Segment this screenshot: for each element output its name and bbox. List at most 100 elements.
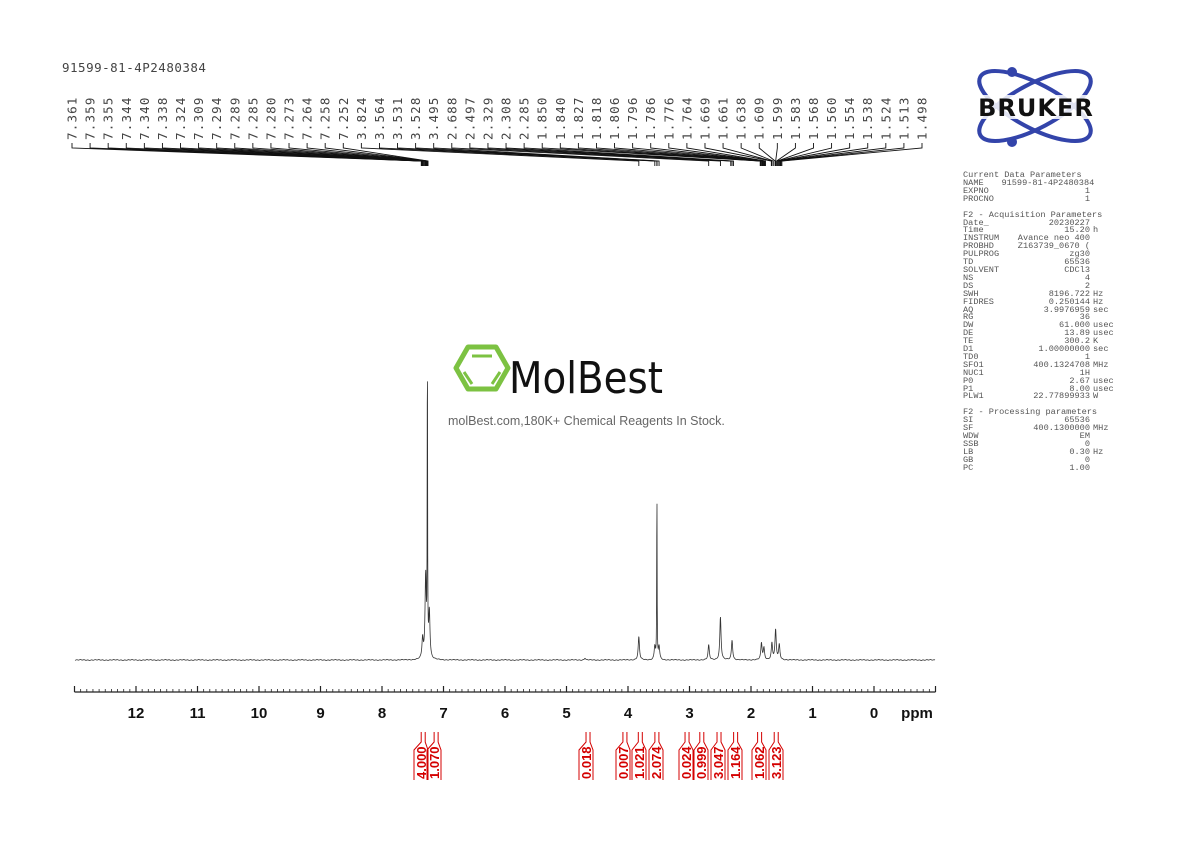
param-row: AQ 3.9976959 sec: [963, 304, 1119, 315]
peak-label: 1.806: [607, 96, 622, 140]
param-key: NAME: [963, 177, 984, 188]
peak-leader-line: [415, 143, 658, 166]
watermark-tagline: molBest.com,180K+ Chemical Reagents In S…: [448, 414, 725, 428]
param-unit: Hz: [1093, 288, 1104, 299]
param-unit: MHz: [1093, 423, 1109, 434]
param-key: SOLVENT: [963, 264, 1000, 275]
acq-params-header: F2 - Acquisition Parameters: [963, 209, 1103, 220]
svg-text:BRUKER: BRUKER: [978, 94, 1094, 122]
param-unit: sec: [1093, 304, 1109, 315]
param-row: INSTRUM Avance neo 400: [963, 233, 1119, 244]
param-row: DE 13.89 usec: [963, 328, 1119, 339]
integral-value-label: 2.074: [649, 746, 664, 779]
param-value: 0.250144: [1048, 296, 1090, 307]
peak-leader-line: [758, 143, 776, 166]
x-tick-label: 8: [378, 705, 386, 722]
param-value: Z163739_0670 (: [1017, 241, 1090, 252]
param-key: DW: [963, 320, 974, 331]
integral-value-label: 3.123: [769, 746, 784, 779]
peak-label: 1.764: [679, 96, 694, 140]
peak-leader-line: [781, 143, 923, 166]
peak-label: 1.554: [842, 96, 857, 140]
param-unit: Hz: [1093, 446, 1104, 457]
peak-label: 7.264: [300, 96, 315, 140]
param-unit: sec: [1093, 344, 1109, 355]
x-tick-label: 3: [685, 705, 693, 722]
param-key: PROBHD: [963, 241, 994, 252]
peak-label: 7.285: [245, 96, 260, 140]
integral-value-label: 0.018: [579, 746, 594, 779]
param-key: INSTRUM: [963, 233, 1000, 244]
integral-value-label: 0.024: [679, 746, 694, 779]
peak-leader-line: [180, 143, 425, 166]
peak-leader-line: [559, 143, 762, 166]
peak-label: 1.583: [788, 96, 803, 140]
param-row: SWH 8196.722 Hz: [963, 288, 1119, 299]
param-row: FIDRES 0.250144 Hz: [963, 296, 1119, 307]
integral-bracket: [631, 732, 647, 780]
peak-label: 7.361: [65, 96, 80, 140]
bruker-logo: BRUKER: [958, 67, 1114, 147]
param-key: Time: [963, 225, 984, 236]
param-unit: [1090, 251, 1119, 259]
peak-label: 1.669: [697, 96, 712, 140]
x-tick-label: 4: [624, 705, 633, 722]
peak-label: 3.531: [390, 96, 405, 140]
param-unit: usec: [1093, 383, 1114, 394]
param-row: TE 300.2 K: [963, 336, 1119, 347]
param-value: 400.1300000: [1033, 423, 1090, 434]
peak-label: 1.560: [824, 96, 839, 140]
peak-label: 7.338: [155, 96, 170, 140]
param-value: 0: [1084, 439, 1090, 449]
peak-label: 7.309: [191, 96, 206, 140]
param-row: Date_ 20230227: [963, 218, 1119, 228]
peak-label: 1.850: [535, 96, 550, 140]
param-value: 1.00: [1069, 462, 1090, 473]
param-value: 1H: [1079, 367, 1090, 378]
proc-params-header: F2 - Processing parameters: [963, 407, 1098, 418]
param-key: TD: [963, 257, 974, 268]
peak-label: 1.776: [661, 96, 676, 140]
integral-bracket: [426, 732, 442, 780]
x-tick-label: 5: [562, 705, 570, 722]
peak-label: 1.609: [752, 96, 767, 140]
current-params-header: Current Data Parameters: [963, 170, 1082, 180]
param-key: TE: [963, 336, 974, 347]
integral-bracket: [693, 732, 709, 780]
param-row: D1 1.00000000 sec: [963, 344, 1119, 355]
param-value: 0.30: [1069, 446, 1090, 457]
param-row: PC 1.00: [963, 462, 1119, 473]
param-row: P0 2.67 usec: [963, 376, 1119, 386]
param-row: DW 61.000 usec: [963, 320, 1119, 331]
param-row: SSB 0: [963, 439, 1119, 449]
peak-label: 7.340: [137, 96, 152, 140]
peak-label: 7.258: [318, 96, 333, 140]
param-value: 91599-81-4P2480384: [1001, 177, 1095, 188]
integral-bracket: [678, 732, 694, 780]
param-value: 13.89: [1064, 328, 1090, 339]
peak-leader-line: [288, 143, 428, 166]
x-tick-label: 6: [501, 705, 509, 722]
param-unit: [1090, 465, 1119, 473]
param-key: SF: [963, 423, 974, 434]
peak-label: 7.294: [209, 96, 224, 140]
peak-label: 1.498: [915, 96, 930, 140]
param-value: 65536: [1064, 257, 1090, 268]
x-tick-label: 2: [747, 705, 755, 722]
integral-bracket: [751, 732, 767, 780]
param-value: 4: [1084, 272, 1090, 283]
param-key: AQ: [963, 304, 974, 315]
peak-label: 3.564: [372, 96, 387, 140]
param-unit: [1090, 235, 1119, 243]
peak-leader-line: [778, 143, 869, 166]
param-unit: [1090, 433, 1119, 441]
peak-leader-line: [523, 143, 734, 166]
peak-leader-line: [451, 143, 710, 166]
x-tick-label: 0: [870, 705, 878, 722]
peak-label: 7.289: [227, 96, 242, 140]
param-value: 15.20: [1064, 225, 1090, 236]
peak-label: 1.524: [878, 96, 893, 140]
peak-leader-line: [614, 143, 764, 166]
